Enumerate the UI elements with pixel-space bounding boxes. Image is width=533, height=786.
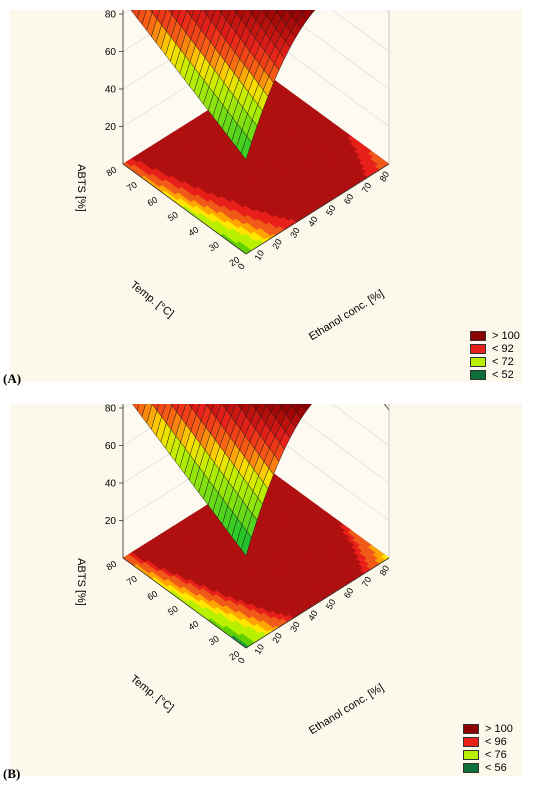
legend-a-swatch xyxy=(470,357,486,367)
x-axis-title-a: Ethanol conc. [%] xyxy=(307,288,386,344)
x-tick-label-a: 40 xyxy=(306,215,320,229)
surface-plot-a: 2040608010012001020304050607080203040506… xyxy=(10,10,522,382)
panel-label-a: (A) xyxy=(3,371,22,386)
legend-a-swatch xyxy=(470,370,486,380)
surface-cell-a xyxy=(309,10,316,14)
legend-a-entry: < 72 xyxy=(470,356,533,368)
z-tick-label-a: 80 xyxy=(105,10,117,21)
legend-a-label: < 92 xyxy=(492,343,514,355)
legend-a-entry: < 52 xyxy=(470,369,533,381)
surface-cell-a xyxy=(218,10,224,14)
surface-cell-a xyxy=(274,10,279,13)
x-tick-label-a: 20 xyxy=(270,237,284,251)
x-tick-label-a: 10 xyxy=(252,248,266,262)
y-tick-label-a: 30 xyxy=(207,240,221,254)
y-axis-title-a: Temp. [°C] xyxy=(128,279,176,320)
legend-a-label: > 100 xyxy=(492,330,520,342)
y-tick-label-a: 20 xyxy=(228,255,242,269)
legend-a-swatch xyxy=(470,331,486,341)
y-tick-label-a: 40 xyxy=(187,225,201,239)
legend-a-entry: > 100 xyxy=(470,330,533,342)
x-axis-line-a xyxy=(245,163,390,255)
legend-a: > 100 < 92 < 72 < 52 xyxy=(470,330,533,382)
surface-cell-a xyxy=(233,10,239,14)
response-surface-a xyxy=(130,10,316,160)
y-tick-label-a: 50 xyxy=(166,210,180,224)
z-tick-label-a: 20 xyxy=(105,122,117,133)
x-tick-label-a: 30 xyxy=(288,226,302,240)
y-axis-line-a xyxy=(122,163,247,255)
x-tick-label-a: 70 xyxy=(360,181,374,195)
z-axis-title-a: ABTS [%] xyxy=(75,164,87,212)
legend-a-label: < 72 xyxy=(492,356,514,368)
y-tick-label-a: 70 xyxy=(125,180,139,194)
x-tick-label-a: 0 xyxy=(236,262,247,271)
surface-cell-a xyxy=(132,10,140,19)
z-tick-label-a: 40 xyxy=(105,85,117,96)
floor-contour-b xyxy=(122,467,390,649)
y-tick-label-a: 60 xyxy=(146,195,160,209)
legend-a-entry: < 92 xyxy=(470,343,533,355)
x-tick-label-a: 60 xyxy=(342,192,356,206)
x-tick-label-a: 50 xyxy=(324,203,338,217)
surface-plot-b: 2040608010012001020304050607080203040506… xyxy=(10,404,522,776)
y-tick-label-a: 80 xyxy=(105,165,119,179)
surface-cell-a xyxy=(298,10,306,15)
surface-cell-a xyxy=(241,135,252,160)
legend-a-swatch xyxy=(470,344,486,354)
surface-plot-a-svg: 2040608010012001020304050607080203040506… xyxy=(75,10,392,344)
z-tick-label-a: 60 xyxy=(105,47,117,58)
surface-plot-b-svg: 2040608010012001020304050607080203040506… xyxy=(75,404,391,737)
surface-cell-a xyxy=(248,10,254,15)
legend-a-label: < 52 xyxy=(492,369,514,381)
x-tick-label-a: 80 xyxy=(378,170,392,184)
